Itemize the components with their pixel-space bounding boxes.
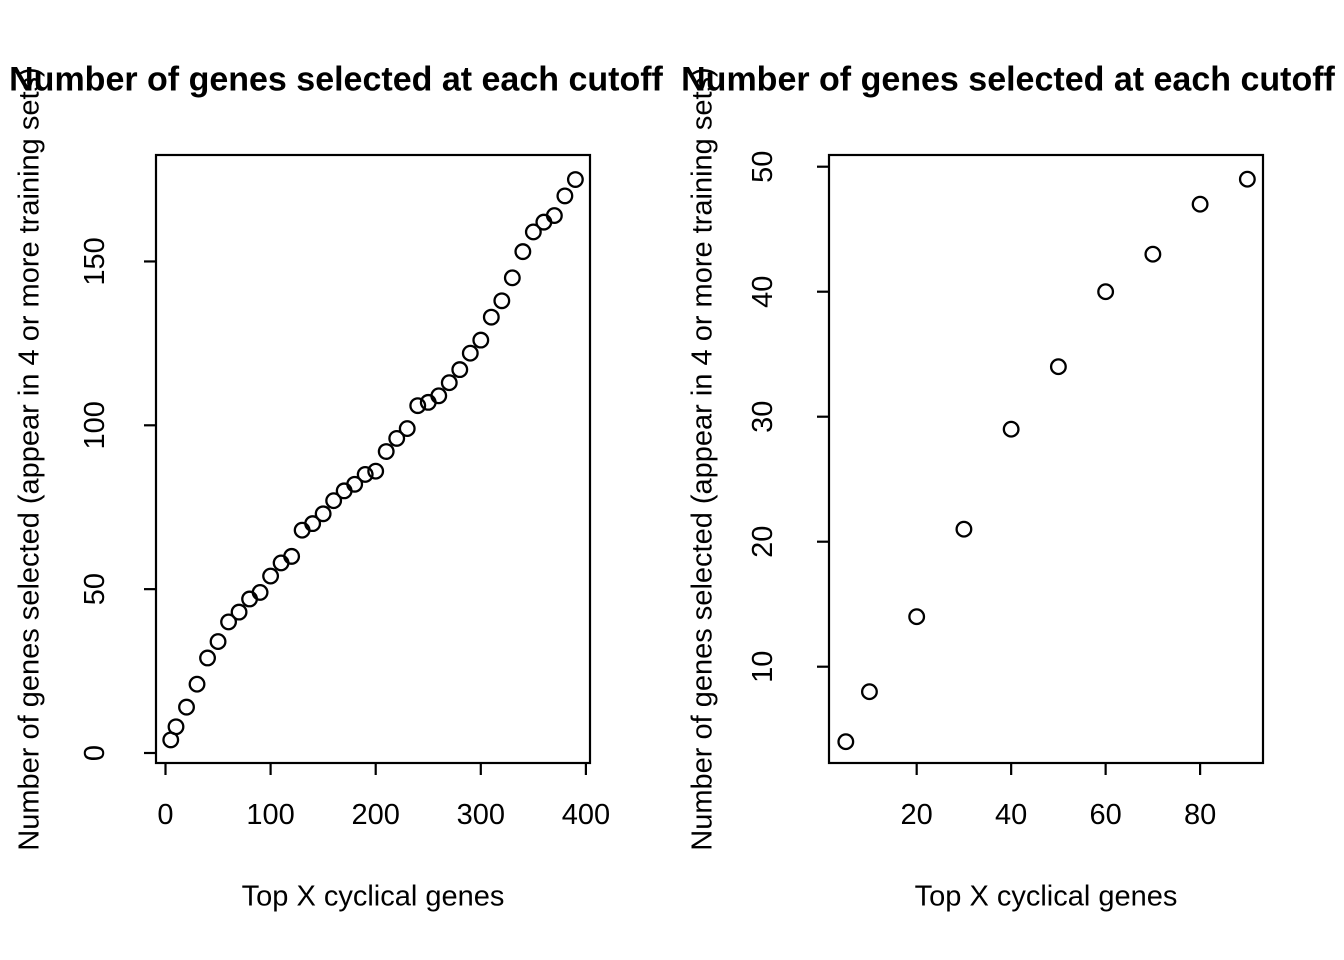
plot-box — [827, 153, 1265, 765]
plot-box — [154, 153, 592, 765]
data-point — [461, 344, 479, 362]
data-point — [293, 521, 311, 539]
data-point — [304, 515, 322, 533]
data-point — [955, 520, 973, 538]
data-point — [167, 718, 185, 736]
data-point — [440, 374, 458, 392]
data-point — [1097, 283, 1115, 301]
y-tick-label: 10 — [747, 651, 779, 683]
x-tick-label: 0 — [157, 799, 173, 831]
data-point — [241, 590, 259, 608]
data-point — [524, 223, 542, 241]
data-point — [367, 462, 385, 480]
x-tick-label: 40 — [995, 799, 1027, 831]
right-plot-title: Number of genes selected at each cutoff — [681, 60, 1335, 99]
x-tick-label: 400 — [562, 799, 610, 831]
data-point — [472, 331, 490, 349]
right-y-axis-label: Number of genes selected (appear in 4 or… — [686, 67, 719, 851]
y-tick-label: 20 — [747, 526, 779, 558]
data-point — [1191, 195, 1209, 213]
data-point — [325, 492, 343, 510]
y-tick-label: 50 — [79, 573, 111, 605]
data-point — [209, 633, 227, 651]
data-point — [1049, 358, 1067, 376]
x-tick-label: 80 — [1184, 799, 1216, 831]
data-point — [188, 675, 206, 693]
x-tick-label: 100 — [246, 799, 294, 831]
data-point — [230, 603, 248, 621]
x-tick-label: 60 — [1090, 799, 1122, 831]
data-point — [482, 308, 500, 326]
data-point — [908, 608, 926, 626]
data-point — [388, 429, 406, 447]
left-x-axis-label: Top X cyclical genes — [241, 880, 505, 913]
data-point — [283, 547, 301, 565]
data-point — [837, 733, 855, 751]
right-x-axis-label: Top X cyclical genes — [914, 880, 1178, 913]
y-tick-label: 100 — [79, 401, 111, 449]
x-tick-label: 20 — [901, 799, 933, 831]
data-point — [860, 683, 878, 701]
data-point — [199, 649, 216, 667]
data-point — [272, 554, 290, 572]
data-point — [335, 482, 353, 500]
left-plot-title: Number of genes selected at each cutoff — [9, 60, 663, 99]
data-point — [346, 475, 364, 493]
data-point — [1002, 420, 1020, 438]
data-point — [514, 243, 532, 261]
data-point — [220, 613, 238, 631]
data-point — [1238, 170, 1256, 188]
y-tick-label: 40 — [747, 276, 779, 308]
data-point — [493, 292, 511, 310]
data-point — [556, 187, 574, 205]
left-plot: 0 100 200 300 400 0 50 100 150 — [79, 153, 610, 831]
y-tick-label: 30 — [747, 401, 779, 433]
data-point — [545, 207, 563, 225]
data-point — [377, 443, 395, 460]
data-point — [503, 269, 521, 287]
y-tick-label: 0 — [79, 745, 111, 761]
data-point — [314, 505, 332, 523]
data-point — [451, 361, 469, 379]
y-tick-label: 50 — [747, 151, 779, 183]
x-tick-label: 200 — [352, 799, 400, 831]
right-plot: 20 40 60 80 10 20 30 40 50 — [747, 151, 1265, 831]
data-point — [178, 698, 195, 716]
x-tick-label: 300 — [457, 799, 505, 831]
data-point — [398, 420, 416, 438]
data-point — [1144, 245, 1162, 263]
data-point — [409, 397, 427, 415]
y-tick-label: 150 — [79, 237, 111, 285]
data-point — [356, 466, 374, 483]
data-point — [566, 171, 584, 188]
data-point — [430, 387, 448, 405]
data-point — [251, 583, 269, 601]
data-point — [262, 567, 280, 585]
left-y-axis-label: Number of genes selected (appear in 4 or… — [13, 67, 46, 851]
data-point — [535, 213, 553, 231]
